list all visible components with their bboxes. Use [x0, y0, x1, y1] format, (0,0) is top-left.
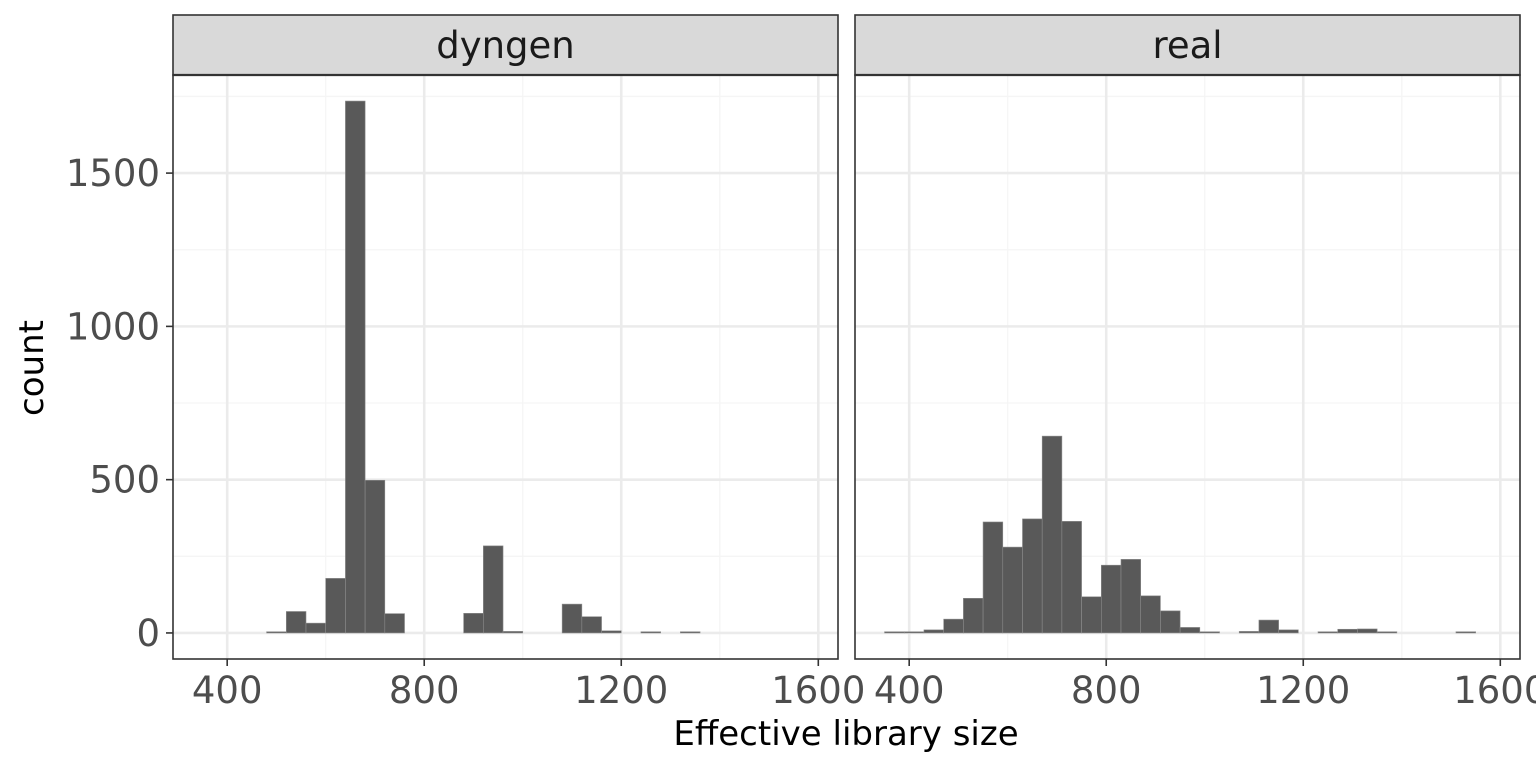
histogram-bar: [561, 603, 583, 634]
panel-background: [855, 75, 1520, 659]
histogram-bar: [1238, 631, 1260, 634]
histogram-bar: [903, 631, 925, 634]
histogram-bar: [1357, 628, 1378, 634]
histogram-bar: [384, 613, 405, 634]
histogram-bar: [1022, 518, 1043, 634]
histogram-bar: [1120, 559, 1142, 634]
facet-strip-label: dyngen: [436, 24, 575, 67]
histogram-bar: [345, 100, 366, 634]
histogram-bar: [483, 545, 504, 634]
x-tick-label: 800: [1071, 669, 1142, 712]
y-tick-label: 500: [89, 459, 160, 502]
histogram-bar: [1002, 546, 1023, 634]
histogram-bar: [1100, 564, 1122, 634]
histogram-bar: [680, 631, 701, 634]
histogram-bar: [1160, 610, 1181, 634]
x-tick-label: 1600: [1453, 669, 1536, 712]
facet-panel-real: real 400 800 1200 1600: [854, 14, 1536, 712]
histogram-bar: [1041, 435, 1063, 634]
histogram-bar: [1278, 629, 1299, 634]
histogram-bar: [1337, 628, 1358, 634]
x-tick-label: 400: [192, 669, 263, 712]
histogram-bar: [943, 618, 964, 634]
histogram-bar: [1199, 631, 1220, 634]
histogram-bar: [601, 630, 622, 634]
histogram-bar: [1455, 631, 1476, 634]
facet-strip-label: real: [1152, 24, 1222, 67]
histogram-bar: [581, 616, 602, 634]
histogram-bar: [640, 631, 661, 634]
y-tick-label: 0: [136, 612, 160, 655]
histogram-bar: [884, 631, 905, 634]
y-axis-title: count: [12, 320, 52, 416]
x-tick-label: 1600: [771, 669, 865, 712]
histogram-bar: [1258, 619, 1279, 634]
x-tick-label: 400: [874, 669, 945, 712]
histogram-bar: [463, 613, 484, 634]
histogram-bar: [305, 622, 327, 634]
histogram-bar: [325, 578, 346, 634]
histogram-bar: [963, 598, 984, 634]
histogram-bar: [982, 521, 1004, 634]
x-tick-label: 1200: [1256, 669, 1350, 712]
histogram-bars-dyngen: [266, 100, 701, 634]
histogram-bar: [1179, 627, 1201, 634]
histogram-bars-real: [884, 435, 1476, 634]
histogram-bar: [364, 479, 386, 634]
histogram-bar: [923, 629, 944, 634]
histogram-bar: [502, 631, 524, 634]
facet-strip: [172, 14, 839, 76]
histogram-bar: [1081, 596, 1102, 634]
y-tick-label: 1000: [66, 305, 160, 348]
histogram-bar: [1061, 521, 1082, 634]
x-tick-label: 1200: [574, 669, 668, 712]
histogram-bar: [285, 611, 307, 634]
x-tick-label: 800: [389, 669, 460, 712]
histogram-bar: [1140, 595, 1161, 634]
y-tick-label: 1500: [66, 152, 160, 195]
x-axis-title: Effective library size: [673, 714, 1018, 754]
histogram-bar: [266, 631, 287, 634]
facet-panel-dyngen: dyngen 400 800 1200 1600: [172, 14, 865, 712]
panel-background: [173, 75, 838, 659]
y-axis: 0 500 1000 1500: [66, 152, 173, 655]
histogram-bar: [1376, 631, 1398, 634]
panels-layer: dyngen 400 800 1200 1600 real 400 800 1200 1600: [172, 14, 1536, 712]
histogram-bar: [1317, 631, 1339, 634]
